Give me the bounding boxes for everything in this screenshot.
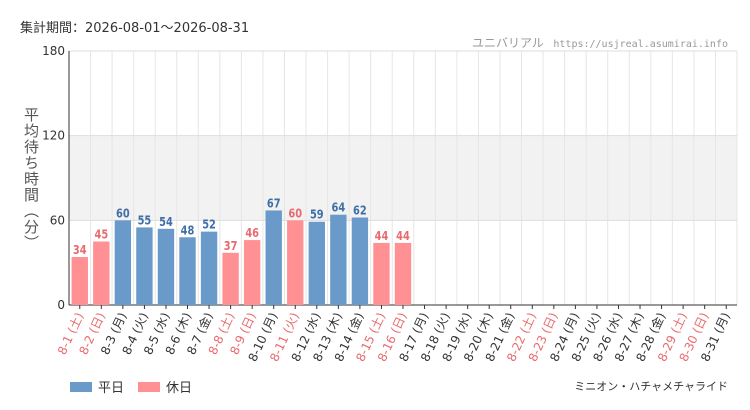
legend-item-holiday: 休日 [138,377,192,396]
data-label: 34 [73,243,87,257]
bar [157,228,175,305]
bar [200,231,218,305]
y-axis-label: 平均待ち時間（分） [22,107,40,251]
bar [330,214,347,305]
source-url: https://usjreal.asumirai.info [553,39,728,50]
data-label: 54 [159,215,173,229]
shaded-band [69,135,737,221]
data-label: 46 [245,226,259,240]
data-label: 44 [375,229,389,243]
legend-item-weekday: 平日 [70,377,124,396]
data-label: 60 [288,206,302,220]
data-label: 45 [94,228,108,242]
period-label: 集計期間：2026-08-01～2026-08-31 [20,21,250,36]
bar [222,252,239,305]
data-label: 62 [353,204,367,218]
bar [308,221,325,305]
bar [243,240,261,305]
bar [179,237,196,305]
legend-label-weekday: 平日 [98,381,125,396]
y-tick-label: 180 [42,44,65,58]
source-name: ユニバリアル [472,36,544,50]
bar [287,220,304,305]
data-label: 67 [267,197,281,211]
bar [136,227,153,305]
bar [373,242,390,305]
data-label: 48 [181,223,195,237]
bar [71,257,88,305]
legend: 平日 休日 [70,377,192,396]
data-label: 52 [202,218,216,232]
y-tick-label: 60 [50,213,65,227]
data-label: 59 [310,208,324,222]
data-label: 60 [116,206,130,220]
data-label: 44 [396,229,410,243]
y-tick-label: 0 [57,298,65,312]
legend-swatch-holiday [138,381,161,392]
bar [265,210,282,305]
bar [394,242,412,305]
bar [351,217,369,305]
data-label: 64 [332,201,346,215]
bar [93,241,110,305]
attraction-name: ミニオン・ハチャメチャライド [574,380,728,393]
legend-label-holiday: 休日 [166,381,193,396]
data-label: 37 [224,239,238,253]
legend-swatch-weekday [70,381,92,392]
bar [114,220,132,305]
data-label: 55 [138,213,152,227]
source-credit: ユニバリアル https://usjreal.asumirai.info [472,34,728,51]
y-tick-label: 120 [42,129,65,143]
